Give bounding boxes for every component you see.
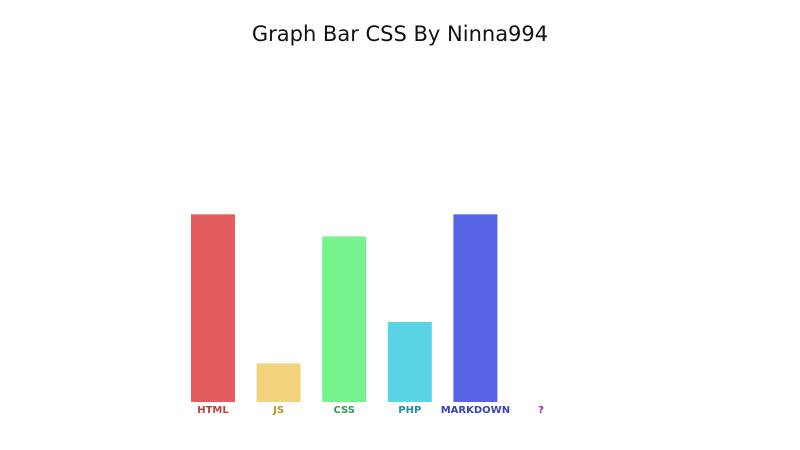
chart-title: Graph Bar CSS By Ninna994 <box>251 22 549 46</box>
bar-php <box>387 321 432 402</box>
bars-group <box>191 214 498 402</box>
bar-css <box>322 236 367 402</box>
tick-label-html: HTML <box>197 405 229 416</box>
category-labels-group: HTML JS CSS PHP MARKDOWN? <box>197 405 544 416</box>
tick-label-js: JS <box>272 405 284 416</box>
bar-html <box>191 214 235 402</box>
tick-label-php: PHP <box>398 405 421 416</box>
bar-js <box>256 363 301 402</box>
tick-label-markdown: MARKDOWN <box>441 405 510 416</box>
tick-label-css: CSS <box>333 405 354 416</box>
tick-label-unknown: ? <box>538 405 544 416</box>
bar-markdown <box>453 214 498 402</box>
